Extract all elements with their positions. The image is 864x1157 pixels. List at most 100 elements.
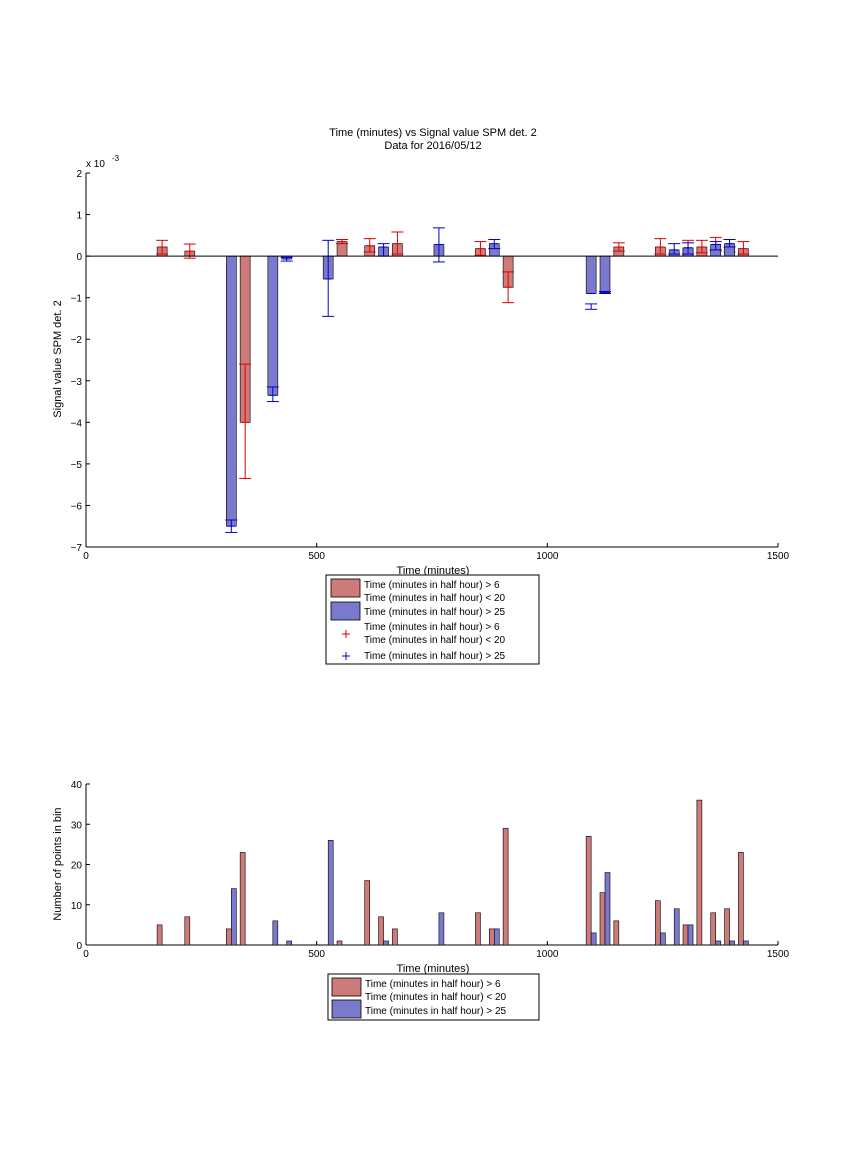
signal-y-tick-label: 0 — [76, 252, 82, 263]
count-bar-blue — [272, 920, 279, 946]
signal-legend-box — [325, 574, 540, 665]
signal-errorbar-red — [474, 241, 487, 256]
signal-errorbar-red — [391, 231, 404, 255]
count-bar-blue — [604, 872, 611, 946]
signal-scale-exponent: -3 — [112, 154, 120, 163]
count-bar-red — [585, 836, 592, 946]
count-bar-blue — [327, 840, 334, 946]
count-bar-blue — [383, 940, 389, 946]
signal-errorbar-blue — [668, 243, 681, 255]
signal-errorbar-red — [239, 363, 252, 479]
signal-legend-red-label-2: Time (minutes in half hour) < 20 — [364, 593, 506, 604]
count-bar-red — [156, 924, 163, 946]
count-bar-red — [336, 940, 343, 946]
signal-bar-blue — [226, 255, 237, 527]
signal-errorbar-blue — [723, 238, 736, 248]
signal-legend-blue-marker-label: Time (minutes in half hour) > 25 — [364, 651, 506, 662]
signal-errorbar-blue — [585, 293, 598, 310]
signal-y-tick-label: 1 — [76, 211, 82, 222]
signal-y-tick-label: −7 — [71, 543, 83, 554]
count-legend-red-label-1: Time (minutes in half hour) > 6 — [365, 979, 501, 990]
signal-errorbar-red — [654, 238, 667, 255]
signal-errorbar-red — [502, 271, 515, 304]
signal-y-tick-label: −4 — [71, 418, 83, 429]
count-bar-blue — [715, 940, 722, 946]
count-bar-red — [488, 928, 495, 946]
signal-errorbar-red — [737, 241, 750, 255]
count-x-tick-label: 500 — [308, 949, 325, 960]
signal-legend-red-swatch — [330, 578, 361, 598]
count-bar-red — [682, 924, 689, 946]
signal-errorbar-blue — [225, 519, 238, 533]
count-bar-red — [696, 799, 703, 946]
signal-errorbar-blue — [488, 238, 501, 250]
count-y-tick-label: 10 — [71, 901, 83, 912]
signal-errorbar-blue — [682, 242, 695, 255]
signal-y-tick-label: −3 — [71, 377, 83, 388]
signal-legend-blue-marker — [342, 652, 350, 660]
count-bar-blue — [231, 888, 237, 946]
count-bar-red — [392, 928, 398, 946]
count-bar-red — [655, 900, 661, 946]
count-chart: 0 500 1000 1500 40 30 20 10 0 Time (minutes) Num… — [52, 780, 790, 1021]
signal-errorbar-red — [156, 239, 169, 255]
signal-errorbar-blue — [322, 239, 335, 317]
signal-legend-red-marker — [342, 630, 350, 638]
signal-x-tick-label: 500 — [308, 551, 325, 562]
count-y-tick-label: 40 — [71, 780, 83, 791]
count-bar-blue — [673, 908, 680, 946]
count-legend-blue-label: Time (minutes in half hour) > 25 — [365, 1006, 507, 1017]
count-x-tick-label: 1500 — [767, 949, 790, 960]
count-legend-box — [327, 973, 540, 1021]
signal-errorbar-red — [695, 239, 708, 254]
count-bar-red — [724, 908, 730, 946]
signal-chart-scale-factor: x 10 -3 — [86, 154, 120, 170]
count-y-tick-label: 0 — [76, 941, 82, 952]
signal-errorbar-red — [363, 238, 376, 253]
count-x-tick-label: 0 — [83, 949, 89, 960]
count-x-axis-label: Time (minutes) — [397, 963, 470, 975]
signal-chart: Time (minutes) vs Signal value SPM det. … — [52, 127, 790, 665]
count-legend-blue-swatch — [331, 999, 362, 1019]
signal-legend-red-marker-label-1: Time (minutes in half hour) > 6 — [364, 622, 500, 633]
count-bar-blue — [286, 940, 292, 946]
count-bar-red — [599, 892, 606, 946]
signal-scale-label: x 10 — [86, 159, 105, 170]
count-plot-area: 0 500 1000 1500 40 30 20 10 0 — [71, 780, 790, 960]
signal-legend-red-label-1: Time (minutes in half hour) > 6 — [364, 580, 500, 591]
signal-legend-red-marker-label-2: Time (minutes in half hour) < 20 — [364, 635, 506, 646]
count-bar-blue — [729, 940, 735, 946]
count-bar-blue — [743, 940, 749, 946]
count-bar-blue — [493, 928, 500, 946]
signal-legend: Time (minutes in half hour) > 6 Time (mi… — [325, 574, 540, 665]
count-bar-blue — [660, 932, 666, 946]
signal-bar-blue — [585, 255, 597, 294]
signal-y-tick-label: 2 — [76, 169, 82, 180]
signal-y-tick-label: −2 — [71, 335, 83, 346]
count-legend-red-label-2: Time (minutes in half hour) < 20 — [365, 992, 507, 1003]
count-bar-red — [364, 880, 371, 946]
signal-errorbar-blue — [599, 290, 611, 295]
count-bar-red — [239, 852, 246, 946]
count-bar-red — [738, 852, 744, 946]
signal-legend-blue-swatch — [330, 601, 361, 621]
count-bar-blue — [687, 924, 694, 946]
signal-errorbar-red — [336, 238, 349, 245]
count-y-tick-label: 20 — [71, 861, 83, 872]
signal-y-tick-label: −5 — [71, 460, 83, 471]
count-legend: Time (minutes in half hour) > 6 Time (mi… — [327, 973, 540, 1021]
signal-errorbar-red — [612, 242, 625, 252]
count-bar-red — [378, 916, 384, 946]
signal-x-tick-label: 1000 — [536, 551, 559, 562]
signal-errorbar-blue — [266, 386, 279, 403]
signal-bar-blue — [267, 255, 279, 396]
count-y-axis-label: Number of points in bin — [52, 807, 64, 920]
signal-bar-blue — [599, 255, 611, 293]
count-y-tick-label: 30 — [71, 820, 83, 831]
count-bar-red — [502, 827, 509, 946]
signal-chart-subtitle: Data for 2016/05/12 — [384, 140, 481, 152]
signal-x-tick-label: 0 — [83, 551, 89, 562]
count-bar-red — [184, 916, 191, 946]
signal-legend-blue-label: Time (minutes in half hour) > 25 — [364, 607, 506, 618]
